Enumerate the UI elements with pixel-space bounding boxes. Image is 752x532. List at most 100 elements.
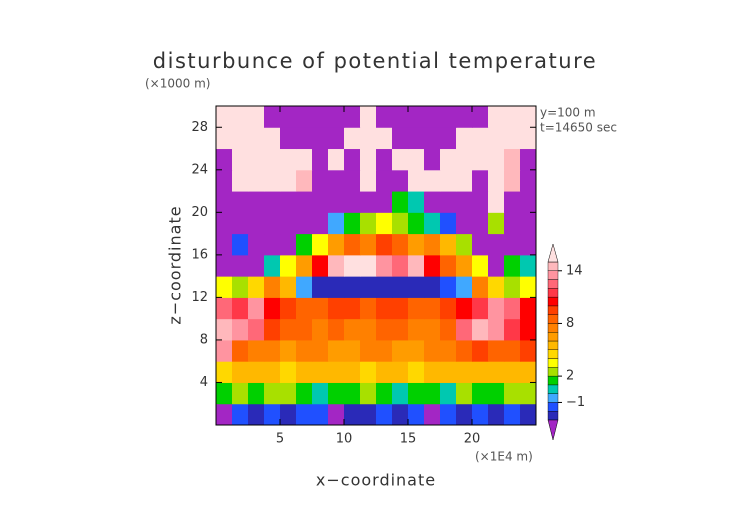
colorbar-box — [547, 340, 559, 350]
cell — [296, 191, 313, 213]
y-unit: (×1000 m) — [145, 77, 210, 91]
cell — [280, 169, 297, 192]
cell — [520, 276, 537, 298]
colorbar-box — [547, 261, 559, 271]
cell — [248, 297, 265, 320]
cell — [456, 148, 473, 171]
cell — [248, 339, 265, 362]
cell — [392, 148, 409, 171]
cell — [408, 318, 425, 341]
cell — [440, 169, 457, 192]
cell — [392, 297, 409, 320]
cell — [232, 233, 249, 256]
cell — [248, 276, 265, 298]
cell — [520, 127, 537, 150]
cell — [360, 148, 377, 171]
cell — [424, 382, 441, 405]
cell — [424, 339, 441, 362]
cell — [376, 254, 393, 277]
cell — [456, 127, 473, 150]
cell — [472, 297, 489, 320]
cell — [472, 361, 489, 383]
cell — [488, 169, 505, 192]
cell — [264, 191, 281, 213]
cell — [360, 254, 377, 277]
cell — [472, 403, 489, 426]
colorbar-tick-label: 2 — [566, 369, 574, 384]
cell — [312, 361, 329, 383]
cell — [280, 148, 297, 171]
cell — [264, 297, 281, 320]
cell — [232, 361, 249, 383]
cell — [280, 106, 297, 128]
cell — [520, 148, 537, 171]
cell — [312, 148, 329, 171]
cell — [328, 148, 345, 171]
cell — [376, 212, 393, 235]
cell — [440, 318, 457, 341]
cell — [488, 106, 505, 128]
cell — [280, 276, 297, 298]
cell — [360, 169, 377, 192]
cell — [472, 276, 489, 298]
cell — [408, 191, 425, 213]
cell — [248, 361, 265, 383]
cell — [216, 339, 233, 362]
cell — [392, 106, 409, 128]
cell — [296, 339, 313, 362]
cell — [472, 148, 489, 171]
cell — [504, 297, 521, 320]
plot-frame — [215, 105, 537, 426]
cell — [408, 127, 425, 150]
cell — [472, 318, 489, 341]
cell — [264, 276, 281, 298]
cell — [296, 297, 313, 320]
cell — [376, 382, 393, 405]
cell — [328, 106, 345, 128]
cell — [392, 339, 409, 362]
cell — [472, 169, 489, 192]
cell — [520, 169, 537, 192]
cell — [328, 297, 345, 320]
cell — [504, 127, 521, 150]
cell — [408, 106, 425, 128]
cell — [280, 191, 297, 213]
cell — [360, 233, 377, 256]
cell — [264, 148, 281, 171]
cell — [328, 127, 345, 150]
annotation: t=14650 sec — [540, 121, 617, 135]
cell — [504, 233, 521, 256]
cell — [504, 254, 521, 277]
cell — [248, 191, 265, 213]
cell — [520, 106, 537, 128]
cell — [216, 276, 233, 298]
cell — [504, 106, 521, 128]
cell — [440, 339, 457, 362]
y-tick-label: 4 — [200, 375, 208, 390]
cell — [264, 254, 281, 277]
cell — [504, 339, 521, 362]
cell — [312, 191, 329, 213]
cell — [456, 403, 473, 426]
cell — [376, 403, 393, 426]
cell — [328, 382, 345, 405]
cell — [488, 212, 505, 235]
cell — [296, 276, 313, 298]
cell — [488, 127, 505, 150]
cell — [328, 254, 345, 277]
cell — [424, 297, 441, 320]
cell — [408, 276, 425, 298]
cell — [440, 297, 457, 320]
cell — [264, 339, 281, 362]
cell — [488, 254, 505, 277]
cell — [248, 127, 265, 150]
cell — [472, 254, 489, 277]
cell — [488, 339, 505, 362]
cell — [344, 169, 361, 192]
cell — [440, 361, 457, 383]
cell — [344, 297, 361, 320]
colorbar-box — [547, 349, 559, 359]
cell — [488, 297, 505, 320]
cell — [408, 403, 425, 426]
